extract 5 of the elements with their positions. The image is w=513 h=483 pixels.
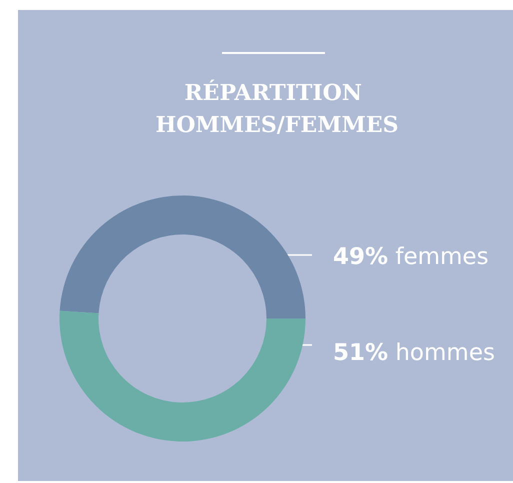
data-label: 49% [333, 244, 388, 270]
data-label: 51% [333, 340, 388, 366]
slice-label: hommes [395, 340, 495, 366]
chart-title: RÉPARTITION HOMMES/FEMMES [155, 79, 399, 138]
slice-label: femmes [395, 244, 489, 270]
